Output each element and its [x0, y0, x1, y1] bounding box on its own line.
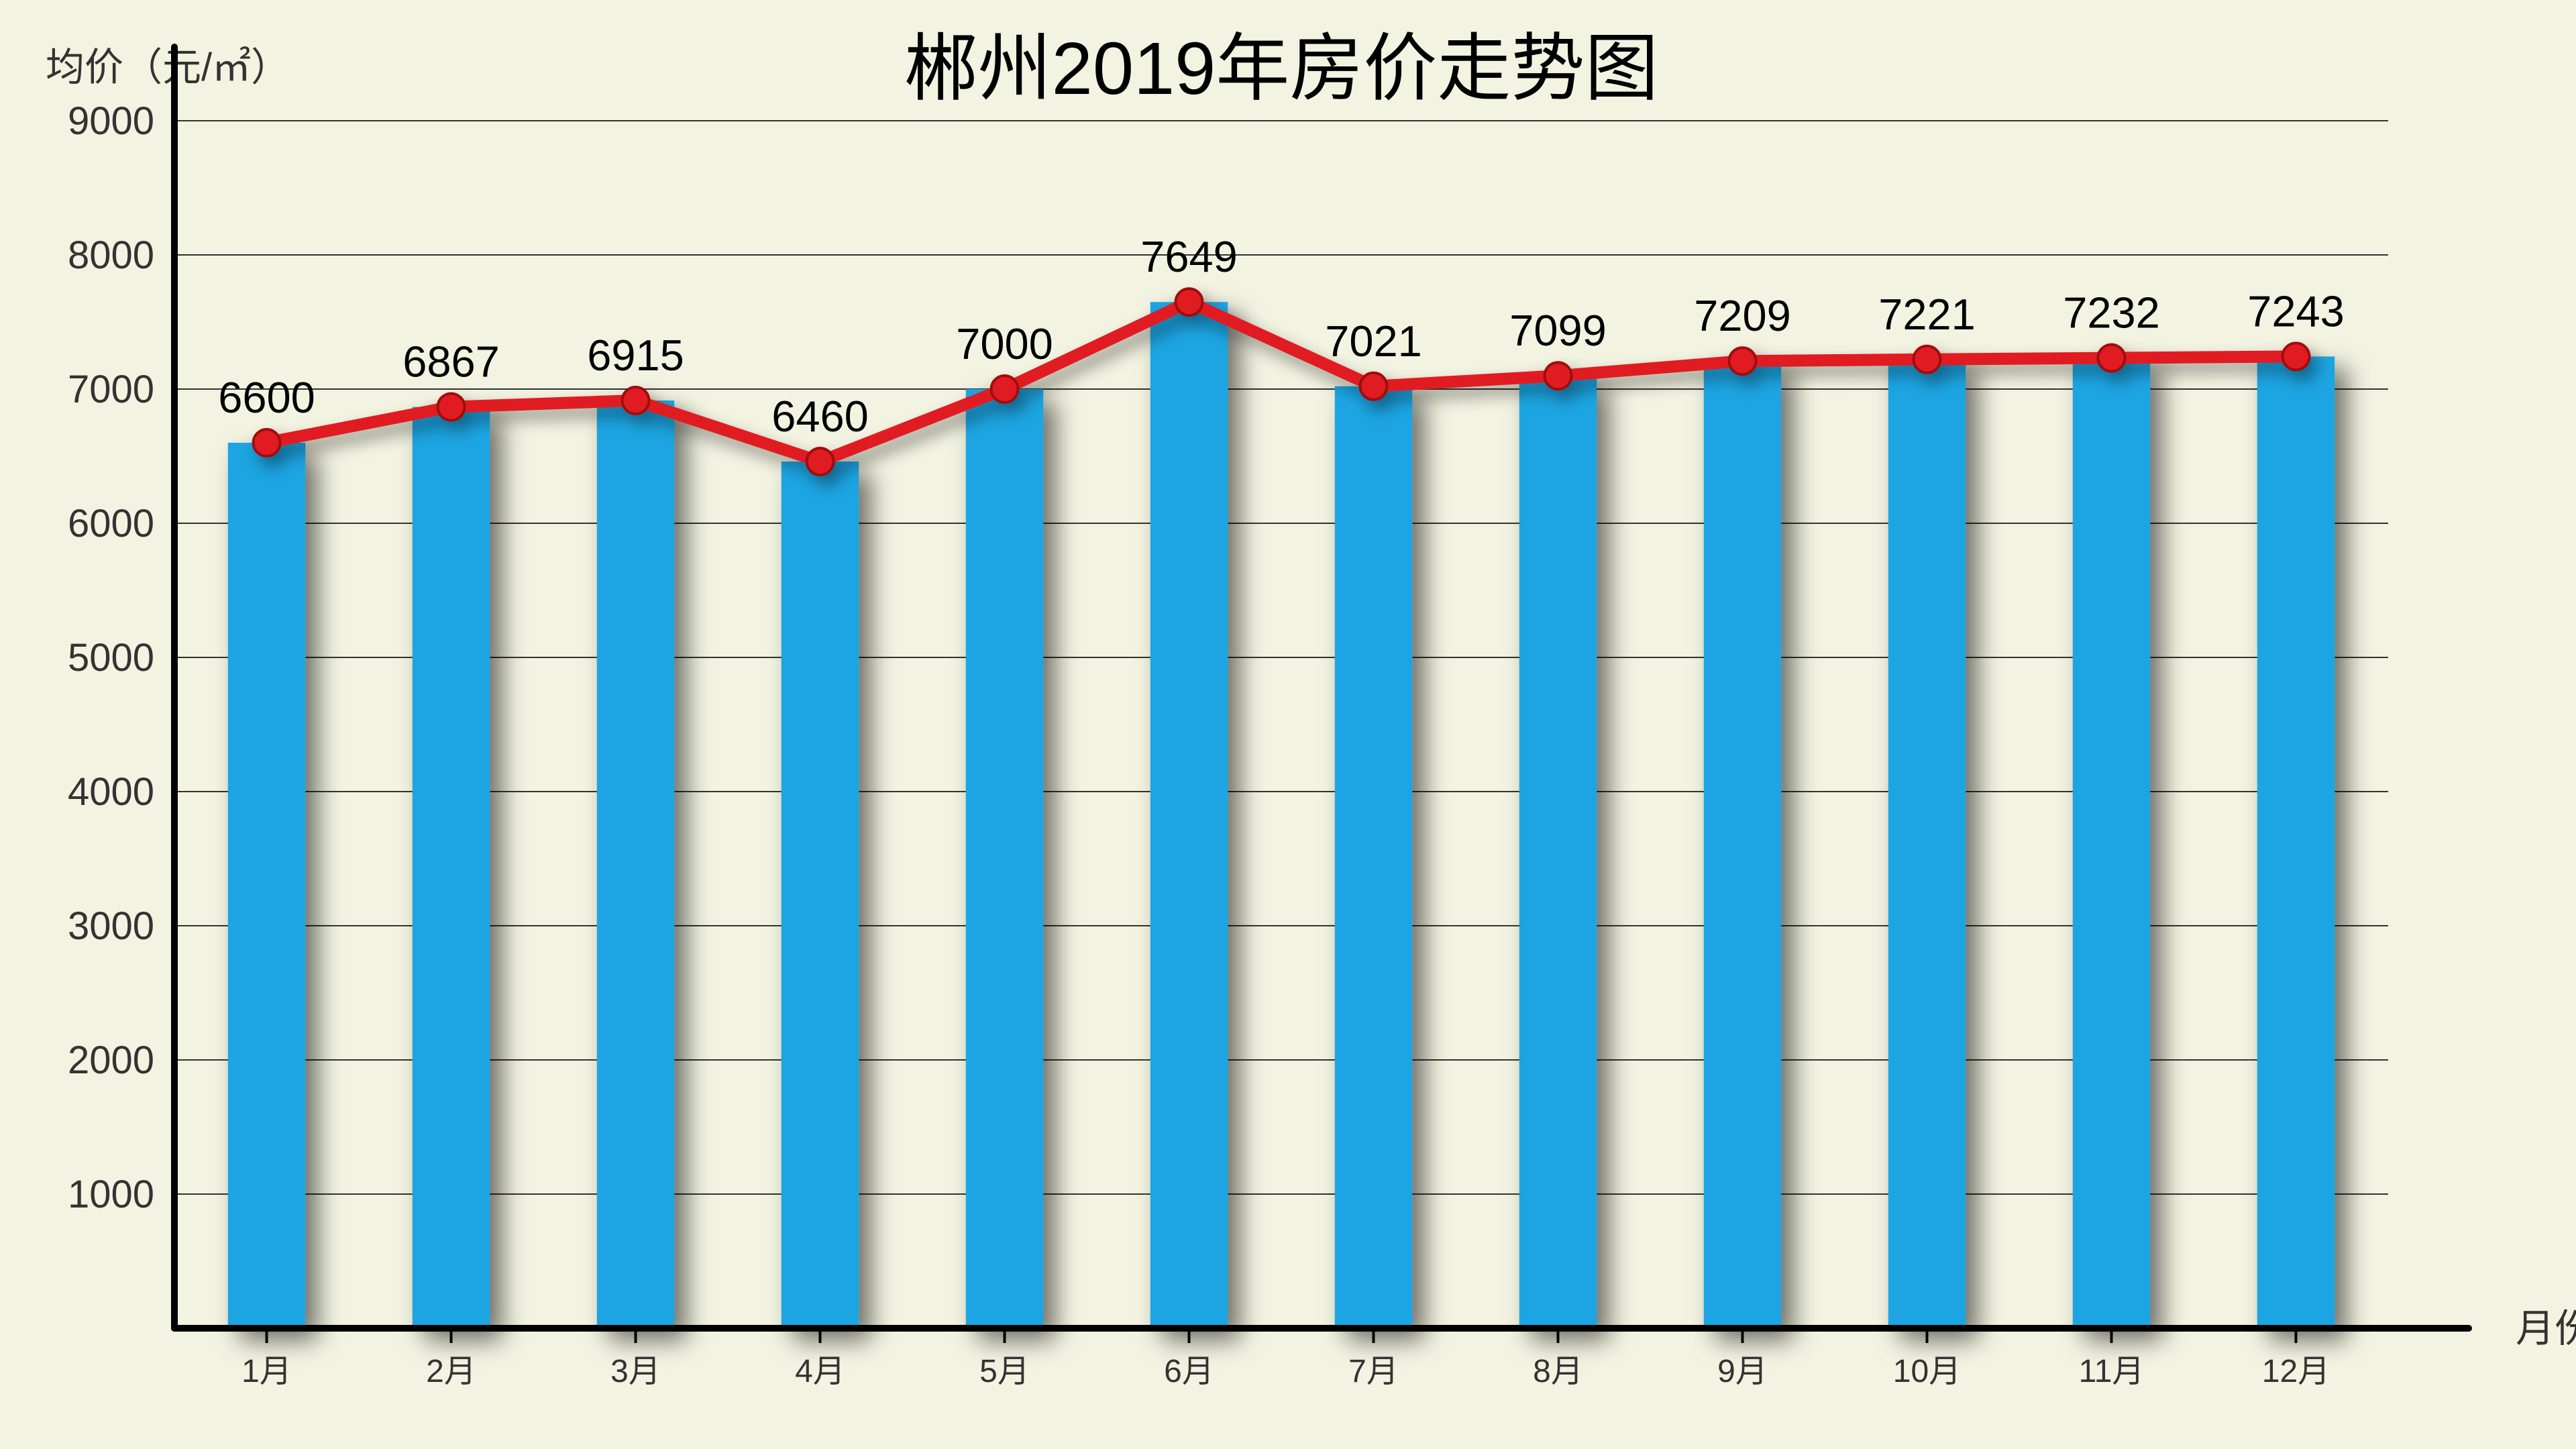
data-marker [1360, 373, 1387, 400]
data-marker [1176, 288, 1203, 315]
value-label: 6915 [587, 331, 684, 380]
x-tick-label: 1月 [241, 1354, 292, 1389]
chart-container: 郴州2019年房价走势图 均价（元/㎡） 1000 2000 3000 4000 5000 6… [0, 0, 2576, 1449]
value-label: 6460 [771, 392, 869, 441]
data-marker [2283, 343, 2310, 370]
y-axis-label: 均价（元/㎡） [46, 46, 290, 89]
price-trend-chart: 郴州2019年房价走势图 均价（元/㎡） 1000 2000 3000 4000 5000 6… [0, 0, 2576, 1449]
value-label: 7021 [1325, 317, 1422, 366]
data-marker [438, 394, 465, 421]
bar [228, 443, 306, 1328]
x-tick-label: 3月 [610, 1354, 661, 1389]
bar [2073, 358, 2151, 1328]
y-tick-label: 5000 [68, 636, 154, 680]
value-label: 7221 [1878, 290, 1976, 339]
value-label: 7243 [2247, 286, 2345, 335]
bar [1704, 361, 1782, 1328]
data-marker [254, 429, 280, 456]
y-tick-label: 2000 [68, 1038, 154, 1082]
y-tick-label: 7000 [68, 368, 154, 411]
value-label: 6867 [402, 337, 500, 386]
y-tick-label: 1000 [68, 1173, 154, 1216]
bar [1335, 386, 1413, 1328]
value-label: 7209 [1694, 291, 1791, 340]
data-marker [623, 387, 649, 414]
x-tick-label: 2月 [426, 1354, 476, 1389]
x-axis-label: 月份 [2516, 1307, 2576, 1350]
bar [1150, 302, 1228, 1328]
bar [597, 400, 675, 1328]
value-label: 6600 [218, 373, 315, 422]
bar [1519, 376, 1597, 1328]
y-tick-label: 6000 [68, 502, 154, 545]
data-marker [807, 448, 834, 475]
x-tick-label: 5月 [979, 1354, 1030, 1389]
bar [966, 389, 1044, 1328]
data-marker [991, 376, 1018, 402]
bar [2257, 356, 2335, 1328]
data-marker [1729, 347, 1756, 374]
value-label: 7000 [956, 319, 1053, 368]
x-tick-label: 10月 [1893, 1354, 1961, 1389]
value-label: 7099 [1509, 306, 1607, 355]
y-tick-label: 9000 [68, 99, 154, 143]
chart-title: 郴州2019年房价走势图 [904, 28, 1659, 110]
data-marker [1914, 346, 1941, 373]
y-tick-label: 4000 [68, 770, 154, 814]
x-tick-label: 6月 [1164, 1354, 1214, 1389]
y-tick-label: 8000 [68, 233, 154, 277]
value-label: 7232 [2063, 288, 2160, 337]
bar [413, 407, 490, 1328]
x-tick-label: 9月 [1717, 1354, 1768, 1389]
value-label: 7649 [1140, 232, 1238, 281]
bar [1888, 360, 1966, 1328]
y-tick-label: 3000 [68, 904, 154, 948]
bar [782, 462, 859, 1328]
x-tick-label: 4月 [795, 1354, 845, 1389]
x-tick-label: 8月 [1533, 1354, 1583, 1389]
data-marker [2098, 345, 2125, 372]
x-tick-label: 11月 [2079, 1354, 2145, 1389]
x-tick-label: 12月 [2262, 1354, 2330, 1389]
x-tick-label: 7月 [1348, 1354, 1399, 1389]
data-marker [1545, 362, 1572, 389]
